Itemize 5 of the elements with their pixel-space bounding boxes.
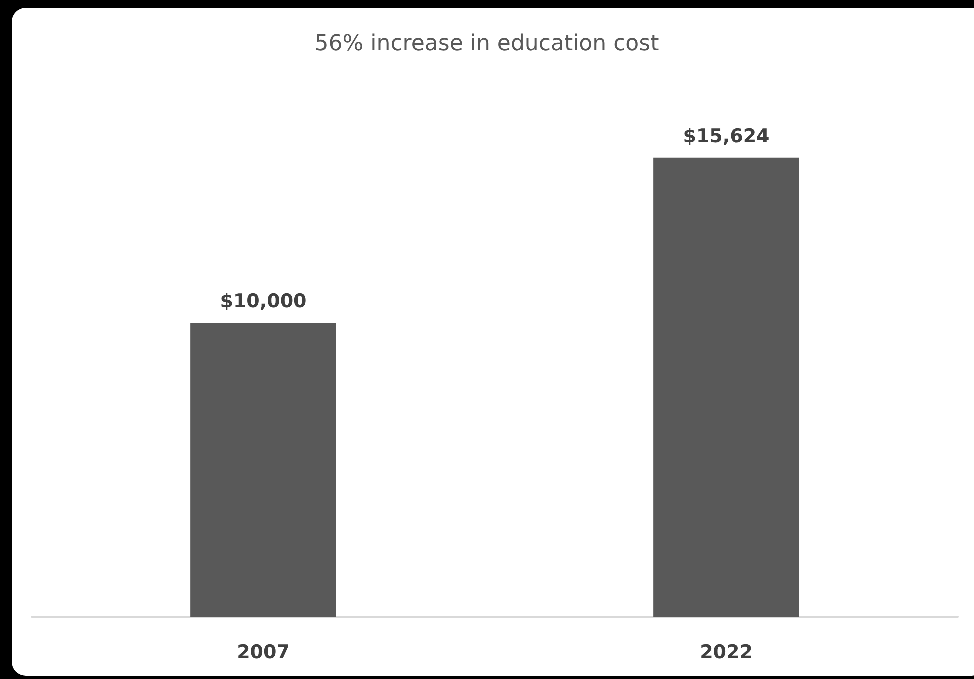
chart-title: 56% increase in education cost bbox=[314, 32, 660, 56]
data-label: $10,000 bbox=[220, 290, 307, 313]
x-tick-label: 2022 bbox=[700, 642, 753, 664]
x-tick-label: 2007 bbox=[237, 642, 290, 664]
data-label: $15,624 bbox=[683, 125, 770, 148]
